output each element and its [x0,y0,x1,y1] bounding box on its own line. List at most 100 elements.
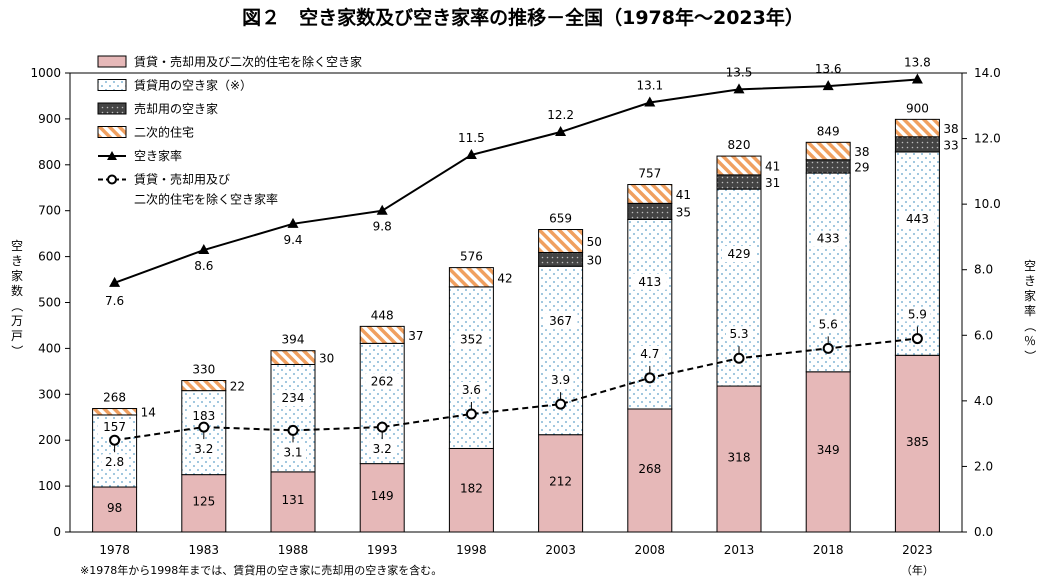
bar-segment-4 [92,408,138,416]
line-point-circle [644,372,656,384]
bar-value-label: 212 [549,475,572,489]
x-tick-label: 2013 [724,543,755,557]
legend-swatch [97,102,127,115]
legend-label: 賃貸・売却用及び [134,172,230,187]
line-value-label: 9.4 [283,233,302,247]
label-backdrop [632,273,667,290]
bar-segment-4 [627,184,673,204]
line-point-triangle [287,217,299,228]
line-point-circle [733,352,745,364]
bar-value-label: 131 [282,493,305,507]
bar-value-label: 429 [728,247,751,261]
line-value-label: 9.8 [373,220,392,234]
label-backdrop [186,408,221,425]
line-value-label: 3.2 [194,442,213,456]
line-value-label: 5.3 [729,327,748,341]
bar-group: 98 157 14 268 125 183 22 330 131 234 30 394 149 262 37… [92,101,959,533]
footnote: ※1978年から1998年までは、賃貸用の空き家に売却用の空き家を含む。 [80,563,442,577]
axis-title-char: （ [10,300,24,312]
bar-value-label: 50 [587,235,602,249]
label-backdrop [900,211,935,228]
x-axis-unit: （年） [901,563,934,577]
bar-segment-1 [359,463,405,533]
legend-label: 賃貸用の空き家（※） [134,78,252,93]
bar-value-label: 41 [676,188,691,202]
line-value-label: 3.1 [283,445,302,459]
legend-marker-triangle [107,151,117,160]
label-backdrop [190,441,217,457]
y-right-tick-label: 14.0 [974,66,1001,80]
bar-value-label: 42 [497,271,512,285]
line-vacancy-rate-path [114,78,918,284]
bar-segment-4 [270,350,316,365]
bar-value-label: 413 [638,275,661,289]
bar-total-label: 268 [103,391,126,405]
axis-title-char: 万 [11,314,23,328]
bar-segment-3 [894,136,940,153]
line-point-triangle [644,96,656,107]
bar-value-label: 30 [319,352,334,366]
x-tick-label: 1978 [99,543,130,557]
bar-segment-4 [894,118,940,138]
axis-title-char: 率 [1024,303,1036,318]
y-left-tick-label: 600 [38,250,61,264]
line-other-rate-path [114,337,918,442]
y-axis-left: 0 100 200 300 400 500 600 700 800 900 1000 [30,66,70,539]
x-tick-label: 2008 [635,543,666,557]
y-axis-left-title: 空き家数 （ 万戸 ） [10,239,24,357]
bar-value-label: 35 [676,205,691,219]
line-point-triangle [555,126,567,137]
bar-total-label: 757 [638,167,661,181]
bar-total-label: 820 [728,138,751,152]
bar-segment-4 [448,267,494,288]
bar-value-label: 367 [549,314,572,328]
bar-segment-4 [716,155,762,176]
x-tick-label: 1988 [278,543,309,557]
bar-value-label: 125 [192,495,215,509]
bar-total-label: 448 [371,308,394,322]
line-point-triangle [109,276,121,287]
axis-title-char: 戸 [11,329,23,343]
legend-label: 二次的住宅を除く空き家率 [134,192,278,207]
label-backdrop [97,418,132,435]
x-tick-label: 2003 [545,543,576,557]
bar-value-label: 385 [906,435,929,449]
legend-swatch [97,126,127,138]
label-backdrop [636,345,663,361]
label-backdrop [369,441,396,457]
line-value-label: 12.2 [547,108,574,122]
bar-value-label: 38 [854,145,869,159]
axis-title-char: 数 [11,283,23,298]
x-tick-label: 2023 [902,543,933,557]
x-tick-label: 1993 [367,543,398,557]
line-value-label: 13.8 [904,56,931,70]
axis-title-char: き [11,254,23,268]
y-left-tick-label: 700 [38,204,61,218]
bar-value-label: 157 [103,420,126,434]
bar-segment-1 [92,486,138,533]
line-value-label: 5.6 [819,317,838,331]
bar-segment-4 [805,141,851,161]
y-right-tick-label: 0.0 [974,525,993,539]
line-value-label: 3.2 [373,442,392,456]
y-left-tick-label: 200 [38,433,61,447]
bar-value-label: 98 [107,501,122,515]
bar-segment-3 [805,159,851,174]
bar-total-label: 900 [906,101,929,115]
bar-value-label: 33 [943,138,958,152]
bar-segment-2 [448,286,494,449]
line-point-circle [555,398,567,410]
y-left-tick-label: 1000 [30,66,61,80]
line-value-label: 2.8 [105,455,124,469]
axis-title-char: 家 [11,268,23,283]
label-backdrop [815,316,842,332]
line-vacancy-rate: 7.6 8.6 9.4 9.8 11.5 12.2 13.1 13.5 13.6 13.8 [105,56,931,308]
bar-value-label: 268 [638,462,661,476]
line-point-triangle [198,244,210,255]
line-point-circle [376,421,388,433]
bar-total-label: 659 [549,212,572,226]
label-backdrop [280,444,306,460]
line-point-circle [822,342,834,354]
axis-title-char: ％ [1024,334,1036,348]
